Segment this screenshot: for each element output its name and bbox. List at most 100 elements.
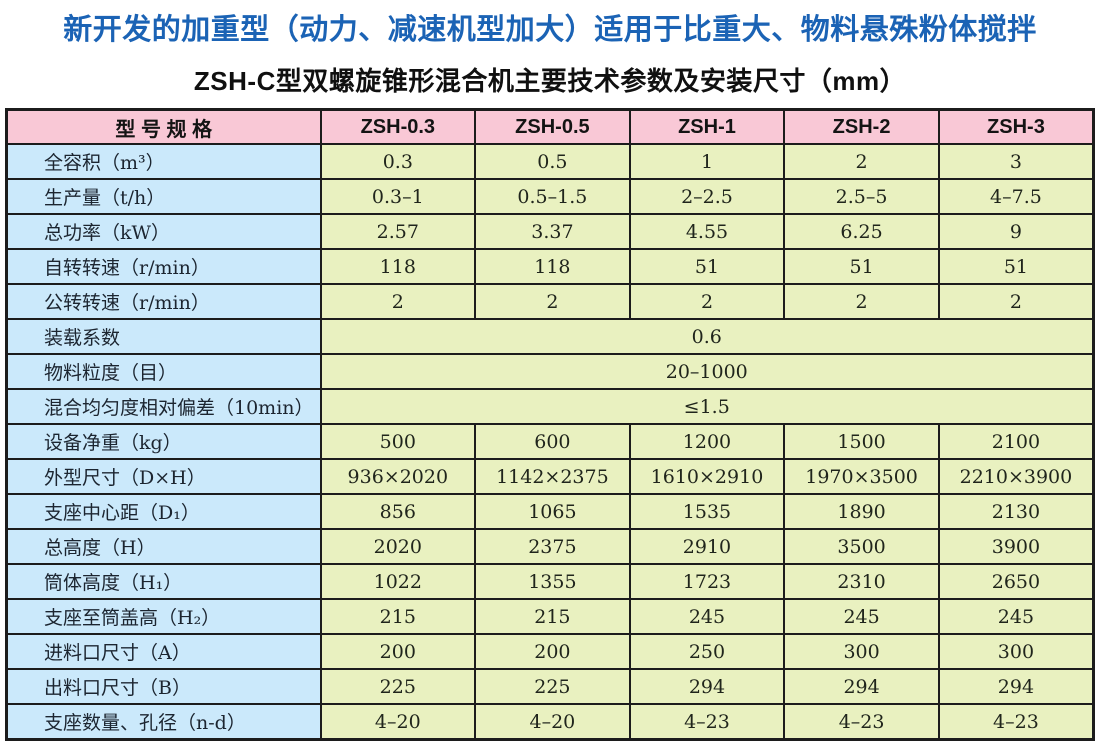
row-label: 出料口尺寸（B） xyxy=(5,668,322,705)
spec-value: 856 xyxy=(319,493,477,530)
spec-value: 0.5–1.5 xyxy=(474,178,631,215)
spec-value: 294 xyxy=(937,668,1095,705)
header-model-zsh-0-5: ZSH-0.5 xyxy=(474,108,631,145)
spec-value: 51 xyxy=(783,248,940,285)
spec-value: 2 xyxy=(628,283,786,320)
row-label: 自转转速（r/min） xyxy=(5,248,322,285)
spec-value: 200 xyxy=(319,633,477,670)
spec-value: 4–23 xyxy=(783,703,940,741)
spec-value: 2 xyxy=(474,283,631,320)
header-row: 型 号 规 格 ZSH-0.3 ZSH-0.5 ZSH-1 ZSH-2 ZSH-… xyxy=(5,108,1095,145)
spec-value: 2130 xyxy=(937,493,1095,530)
spec-value-merged: ≤1.5 xyxy=(319,388,1095,425)
spec-value: 215 xyxy=(474,598,631,635)
row-label: 支座至筒盖高（H₂） xyxy=(5,598,322,635)
spec-value: 2 xyxy=(319,283,477,320)
spec-value: 4–23 xyxy=(937,703,1095,741)
spec-row: 公转转速（r/min） 2 2 2 2 2 xyxy=(5,283,1095,320)
row-label: 筒体高度（H₁） xyxy=(5,563,322,600)
spec-value: 3.37 xyxy=(474,213,631,250)
spec-value: 600 xyxy=(474,423,631,460)
spec-row: 总高度（H） 2020 2375 2910 3500 3900 xyxy=(5,528,1095,565)
spec-value: 245 xyxy=(783,598,940,635)
header-model-zsh-2: ZSH-2 xyxy=(783,108,940,145)
row-label: 支座中心距（D₁） xyxy=(5,493,322,530)
spec-value: 294 xyxy=(628,668,786,705)
spec-value: 2.57 xyxy=(319,213,477,250)
spec-table: 型 号 规 格 ZSH-0.3 ZSH-0.5 ZSH-1 ZSH-2 ZSH-… xyxy=(5,108,1095,741)
spec-value: 1970×3500 xyxy=(783,458,940,495)
spec-row: 自转转速（r/min） 118 118 51 51 51 xyxy=(5,248,1095,285)
row-label: 进料口尺寸（A） xyxy=(5,633,322,670)
spec-value-merged: 0.6 xyxy=(319,318,1095,355)
spec-value: 2210×3900 xyxy=(937,458,1095,495)
spec-value: 2 xyxy=(783,283,940,320)
spec-value: 500 xyxy=(319,423,477,460)
spec-value: 2 xyxy=(783,143,940,180)
spec-value: 2100 xyxy=(937,423,1095,460)
page-subtitle: ZSH-C型双螺旋锥形混合机主要技术参数及安装尺寸（mm） xyxy=(193,66,907,96)
spec-value: 9 xyxy=(937,213,1095,250)
row-label: 装载系数 xyxy=(5,318,322,355)
spec-value: 3500 xyxy=(783,528,940,565)
row-label: 总高度（H） xyxy=(5,528,322,565)
spec-value: 2020 xyxy=(319,528,477,565)
spec-value: 51 xyxy=(628,248,786,285)
spec-row: 支座至筒盖高（H₂） 215 215 245 245 245 xyxy=(5,598,1095,635)
spec-value-merged: 20–1000 xyxy=(319,353,1095,390)
spec-value: 0.3 xyxy=(319,143,477,180)
spec-value: 1723 xyxy=(628,563,786,600)
spec-value: 225 xyxy=(319,668,477,705)
spec-value: 1610×2910 xyxy=(628,458,786,495)
spec-table-body: 全容积（m³） 0.3 0.5 1 2 3 生产量（t/h） 0.3–1 0.5–1.5 2–2.… xyxy=(5,143,1095,741)
spec-value: 2–2.5 xyxy=(628,178,786,215)
spec-value: 4–20 xyxy=(319,703,477,741)
spec-value: 3 xyxy=(937,143,1095,180)
spec-value: 4–23 xyxy=(628,703,786,741)
row-label: 总功率（kW） xyxy=(5,213,322,250)
spec-value: 1 xyxy=(628,143,786,180)
spec-value: 225 xyxy=(474,668,631,705)
spec-value: 1890 xyxy=(783,493,940,530)
spec-row: 物料粒度（目） 20–1000 xyxy=(5,353,1095,390)
spec-row: 进料口尺寸（A） 200 200 250 300 300 xyxy=(5,633,1095,670)
spec-value: 300 xyxy=(783,633,940,670)
spec-row: 设备净重（kg） 500 600 1200 1500 2100 xyxy=(5,423,1095,460)
spec-value: 300 xyxy=(937,633,1095,670)
spec-value: 1535 xyxy=(628,493,786,530)
spec-value: 245 xyxy=(628,598,786,635)
row-label: 设备净重（kg） xyxy=(5,423,322,460)
spec-row: 全容积（m³） 0.3 0.5 1 2 3 xyxy=(5,143,1095,180)
spec-value: 4–20 xyxy=(474,703,631,741)
row-label: 物料粒度（目） xyxy=(5,353,322,390)
spec-value: 2375 xyxy=(474,528,631,565)
spec-value: 2910 xyxy=(628,528,786,565)
row-label: 生产量（t/h） xyxy=(5,178,322,215)
row-label: 公转转速（r/min） xyxy=(5,283,322,320)
spec-value: 3900 xyxy=(937,528,1095,565)
row-label: 外型尺寸（D×H） xyxy=(5,458,322,495)
spec-value: 118 xyxy=(319,248,477,285)
page-title: 新开发的加重型（动力、减速机型加大）适用于比重大、物料悬殊粉体搅拌 xyxy=(63,14,1037,46)
spec-value: 2650 xyxy=(937,563,1095,600)
spec-value: 2.5–5 xyxy=(783,178,940,215)
spec-value: 294 xyxy=(783,668,940,705)
spec-value: 118 xyxy=(474,248,631,285)
header-model-zsh-0-3: ZSH-0.3 xyxy=(319,108,477,145)
spec-value: 6.25 xyxy=(783,213,940,250)
spec-row: 生产量（t/h） 0.3–1 0.5–1.5 2–2.5 2.5–5 4–7.5 xyxy=(5,178,1095,215)
spec-value: 200 xyxy=(474,633,631,670)
spec-row: 筒体高度（H₁） 1022 1355 1723 2310 2650 xyxy=(5,563,1095,600)
spec-value: 1355 xyxy=(474,563,631,600)
spec-value: 250 xyxy=(628,633,786,670)
spec-row: 出料口尺寸（B） 225 225 294 294 294 xyxy=(5,668,1095,705)
spec-value: 2310 xyxy=(783,563,940,600)
header-model-zsh-3: ZSH-3 xyxy=(937,108,1095,145)
row-label: 全容积（m³） xyxy=(5,143,322,180)
spec-row: 外型尺寸（D×H） 936×2020 1142×2375 1610×2910 1970×… xyxy=(5,458,1095,495)
spec-value: 4.55 xyxy=(628,213,786,250)
spec-value: 245 xyxy=(937,598,1095,635)
spec-row: 总功率（kW） 2.57 3.37 4.55 6.25 9 xyxy=(5,213,1095,250)
row-label: 混合均匀度相对偏差（10min） xyxy=(5,388,322,425)
spec-value: 1065 xyxy=(474,493,631,530)
